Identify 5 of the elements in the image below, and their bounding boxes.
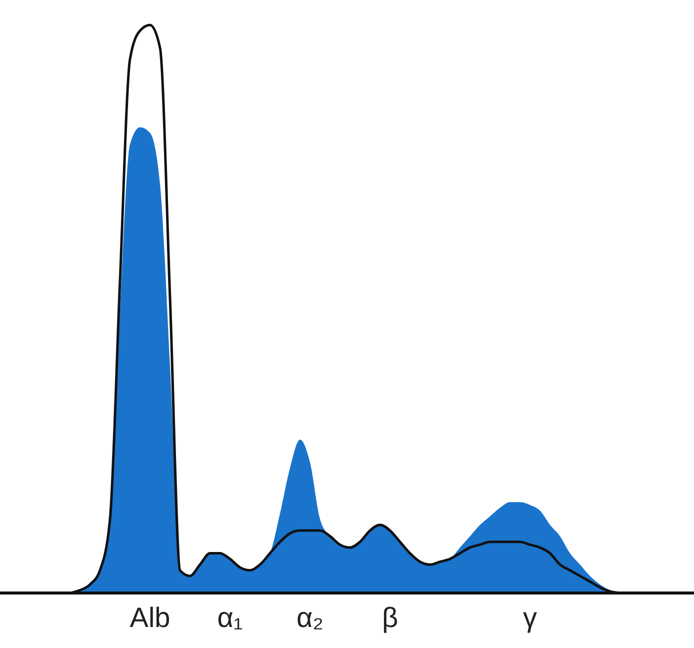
x-tick-label: Alb: [130, 602, 170, 633]
x-tick-label: α₁: [217, 602, 243, 633]
x-tick-label: α₂: [296, 602, 324, 633]
x-tick-label: γ: [523, 602, 537, 633]
x-tick-label: β: [382, 602, 398, 633]
